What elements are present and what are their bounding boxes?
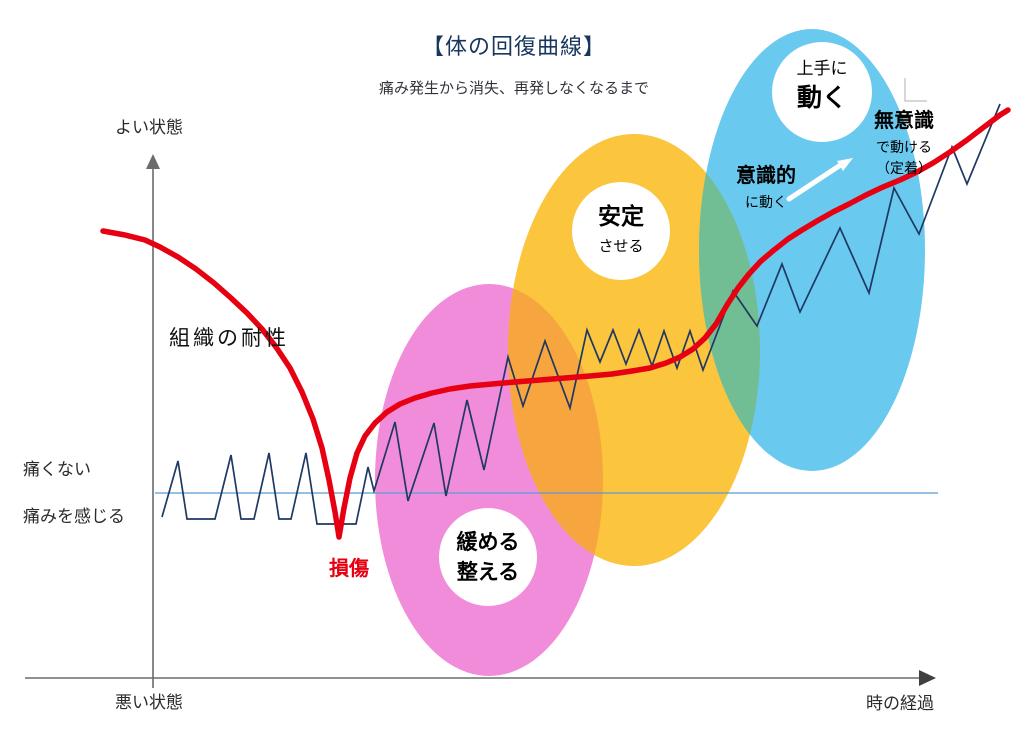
move-line1: 上手に (796, 59, 848, 78)
stabilize-stage-label: 安定 させる (551, 201, 691, 257)
unconscious-annotation: 無意識 で動ける （定着） (834, 108, 974, 178)
y-axis-top-label: よい状態 (115, 118, 183, 137)
x-axis-label: 時の経過 (866, 694, 934, 713)
move-line2: 動く (796, 83, 847, 112)
tissue-tolerance-label: 組織の耐性 (169, 327, 289, 350)
y-axis-arrowhead (146, 154, 160, 169)
loosen-circle (439, 508, 537, 606)
stray-corner-bracket (904, 78, 927, 102)
move-circle (772, 42, 872, 142)
white-arrow-head (837, 158, 853, 171)
pain-zigzag-line (161, 103, 1001, 525)
conscious-line1: 意識的 (736, 165, 796, 187)
stabilize-line2: させる (598, 238, 644, 256)
white-arrow-line (786, 163, 842, 202)
stabilize-line1: 安定 (598, 203, 644, 229)
unconscious-line2: で動ける (876, 139, 932, 155)
page-title: 【体の回復曲線】 (421, 34, 606, 59)
unconscious-line3: （定着） (876, 159, 932, 176)
unconscious-line1: 無意識 (874, 110, 934, 132)
conscious-annotation: 意識的 に動く (696, 163, 836, 212)
loosen-stage-label: 緩める 整える (418, 528, 558, 588)
conscious-line2: に動く (745, 194, 787, 210)
y-axis-bottom-label: 悪い状態 (115, 693, 183, 712)
injury-label: 損傷 (329, 558, 369, 580)
loosen-line2: 整える (456, 561, 520, 584)
threshold-above-label: 痛くない (23, 460, 91, 479)
pink-yellow-overlap (508, 284, 603, 566)
tissue-tolerance-curve (100, 107, 1011, 540)
threshold-below-label: 痛みを感じる (23, 507, 125, 526)
stabilize-circle (572, 182, 670, 280)
move-stage-label: 上手に 動く (752, 58, 892, 116)
x-axis-arrowhead (919, 670, 936, 686)
page-subtitle: 痛み発生から消失、再発しなくなるまで (378, 80, 649, 97)
loosen-line1: 緩める (456, 531, 520, 554)
